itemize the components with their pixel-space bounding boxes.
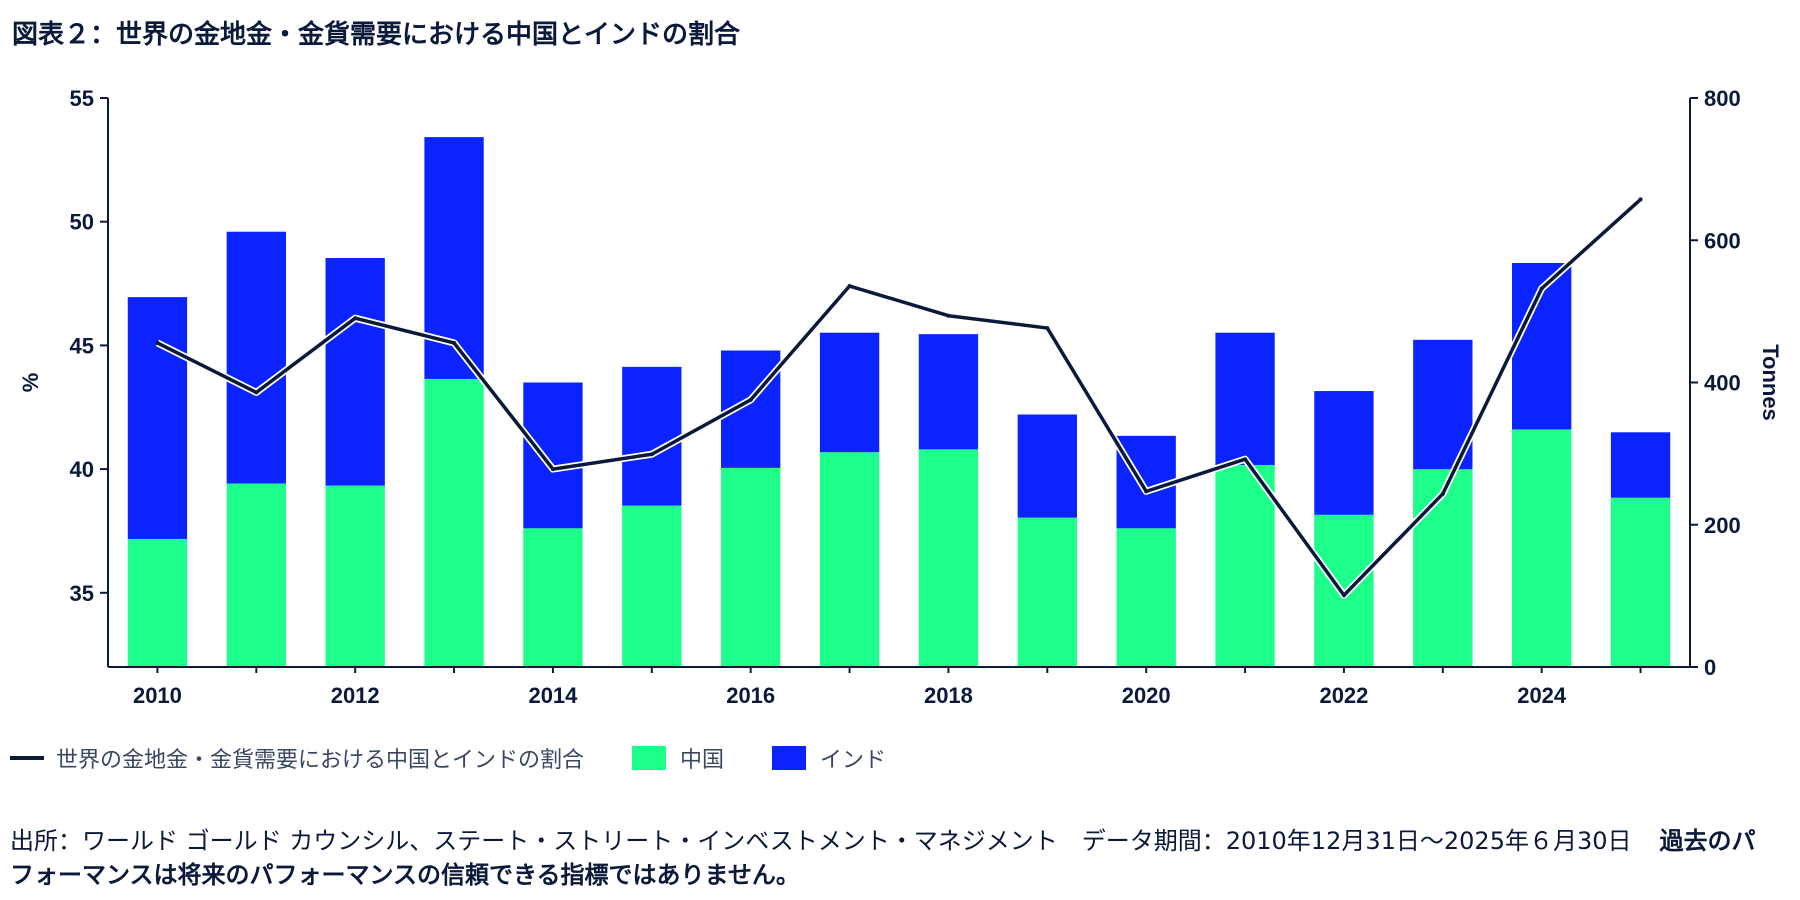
share-point-2025 bbox=[1638, 197, 1643, 202]
x-tick-label: 2018 bbox=[924, 683, 973, 708]
bar-india-2021 bbox=[1215, 332, 1275, 466]
legend-label-india: インド bbox=[820, 748, 887, 773]
share-point-2020 bbox=[1144, 489, 1149, 494]
left-tick-label: 45 bbox=[70, 333, 94, 358]
legend-label-china: 中国 bbox=[680, 748, 725, 773]
share-point-2011 bbox=[254, 390, 259, 395]
share-point-2015 bbox=[649, 452, 654, 457]
bar-china-2023 bbox=[1413, 469, 1473, 667]
share-point-2013 bbox=[452, 340, 457, 345]
right-axis-title: Tonnes bbox=[1758, 344, 1783, 421]
left-tick-label: 35 bbox=[70, 581, 94, 606]
bar-china-2024 bbox=[1512, 429, 1572, 667]
chart-title: 図表２：世界の金地金・金貨需要における中国とインドの割合 bbox=[12, 20, 741, 50]
bar-china-2014 bbox=[523, 528, 583, 667]
left-tick-label: 55 bbox=[70, 86, 94, 111]
legend-item-china: 中国 bbox=[632, 742, 724, 774]
share-point-2016 bbox=[748, 397, 753, 402]
share-point-2017 bbox=[847, 284, 852, 289]
left-tick-label: 40 bbox=[70, 457, 94, 482]
bar-india-2012 bbox=[325, 258, 385, 486]
bar-india-2022 bbox=[1314, 391, 1374, 515]
legend-india-swatch bbox=[772, 746, 807, 770]
bar-india-2018 bbox=[918, 334, 979, 450]
bar-china-2013 bbox=[424, 378, 484, 667]
legend-item-india: インド bbox=[772, 742, 886, 774]
share-point-2021 bbox=[1243, 457, 1248, 462]
share-point-2022 bbox=[1341, 593, 1346, 598]
x-tick-label: 2012 bbox=[331, 683, 380, 708]
bar-india-2014 bbox=[523, 382, 583, 529]
x-tick-label: 2024 bbox=[1517, 683, 1567, 708]
x-tick-label: 2016 bbox=[726, 683, 775, 708]
source-text: 出所：ワールド ゴールド カウンシル、ステート・ストリート・インベストメント・マ… bbox=[10, 827, 1632, 855]
share-point-2014 bbox=[550, 467, 555, 472]
bar-china-2012 bbox=[325, 485, 385, 667]
x-tick-label: 2020 bbox=[1122, 683, 1171, 708]
bar-china-2017 bbox=[819, 452, 880, 667]
left-tick-label: 50 bbox=[70, 210, 94, 235]
x-tick-label: 2010 bbox=[133, 683, 182, 708]
share-point-2010 bbox=[155, 340, 160, 345]
bar-india-2019 bbox=[1017, 414, 1077, 518]
x-tick-label: 2022 bbox=[1319, 683, 1368, 708]
right-tick-label: 800 bbox=[1704, 86, 1741, 111]
share-point-2023 bbox=[1440, 491, 1445, 496]
left-axis-title: % bbox=[18, 373, 43, 393]
disclaimer-text: 過去のパフォーマンスは将来のパフォーマンスの信頼できる指標ではありません。 bbox=[10, 827, 1756, 889]
legend-item-share: 世界の金地金・金貨需要における中国とインドの割合 bbox=[10, 742, 584, 774]
bar-china-2019 bbox=[1017, 517, 1077, 667]
bar-india-2017 bbox=[819, 332, 880, 453]
legend-china-swatch bbox=[632, 746, 667, 770]
bar-china-2020 bbox=[1116, 528, 1176, 667]
bar-china-2015 bbox=[622, 505, 682, 667]
legend-label-share: 世界の金地金・金貨需要における中国とインドの割合 bbox=[56, 748, 585, 773]
x-tick-label: 2014 bbox=[528, 683, 578, 708]
source-note: 出所：ワールド ゴールド カウンシル、ステート・ストリート・インベストメント・マ… bbox=[10, 824, 1770, 892]
right-tick-label: 200 bbox=[1704, 513, 1741, 538]
bar-india-2025 bbox=[1610, 432, 1671, 498]
share-point-2019 bbox=[1045, 326, 1050, 331]
share-point-2012 bbox=[353, 316, 358, 321]
right-tick-label: 0 bbox=[1704, 655, 1716, 680]
right-tick-label: 600 bbox=[1704, 228, 1741, 253]
bar-china-2016 bbox=[721, 467, 781, 667]
bar-india-2010 bbox=[127, 297, 188, 539]
bar-china-2025 bbox=[1610, 497, 1671, 667]
bar-china-2018 bbox=[918, 449, 979, 667]
share-point-2024 bbox=[1539, 286, 1544, 291]
bar-india-2011 bbox=[226, 231, 286, 484]
share-line bbox=[156, 198, 1642, 598]
legend-line-swatch bbox=[10, 756, 44, 760]
chart-area: 35 40 45 50 55 0 200 400 600 800 2010 2012 2014 2016 2… bbox=[18, 86, 1783, 708]
share-point-2018 bbox=[946, 313, 951, 318]
legend: 世界の金地金・金貨需要における中国とインドの割合 中国 インド bbox=[10, 740, 934, 776]
bar-china-2011 bbox=[226, 483, 286, 667]
bar-india-2015 bbox=[622, 366, 682, 506]
right-tick-label: 400 bbox=[1704, 371, 1741, 396]
bar-china-2021 bbox=[1215, 465, 1275, 667]
bar-china-2010 bbox=[127, 538, 188, 667]
